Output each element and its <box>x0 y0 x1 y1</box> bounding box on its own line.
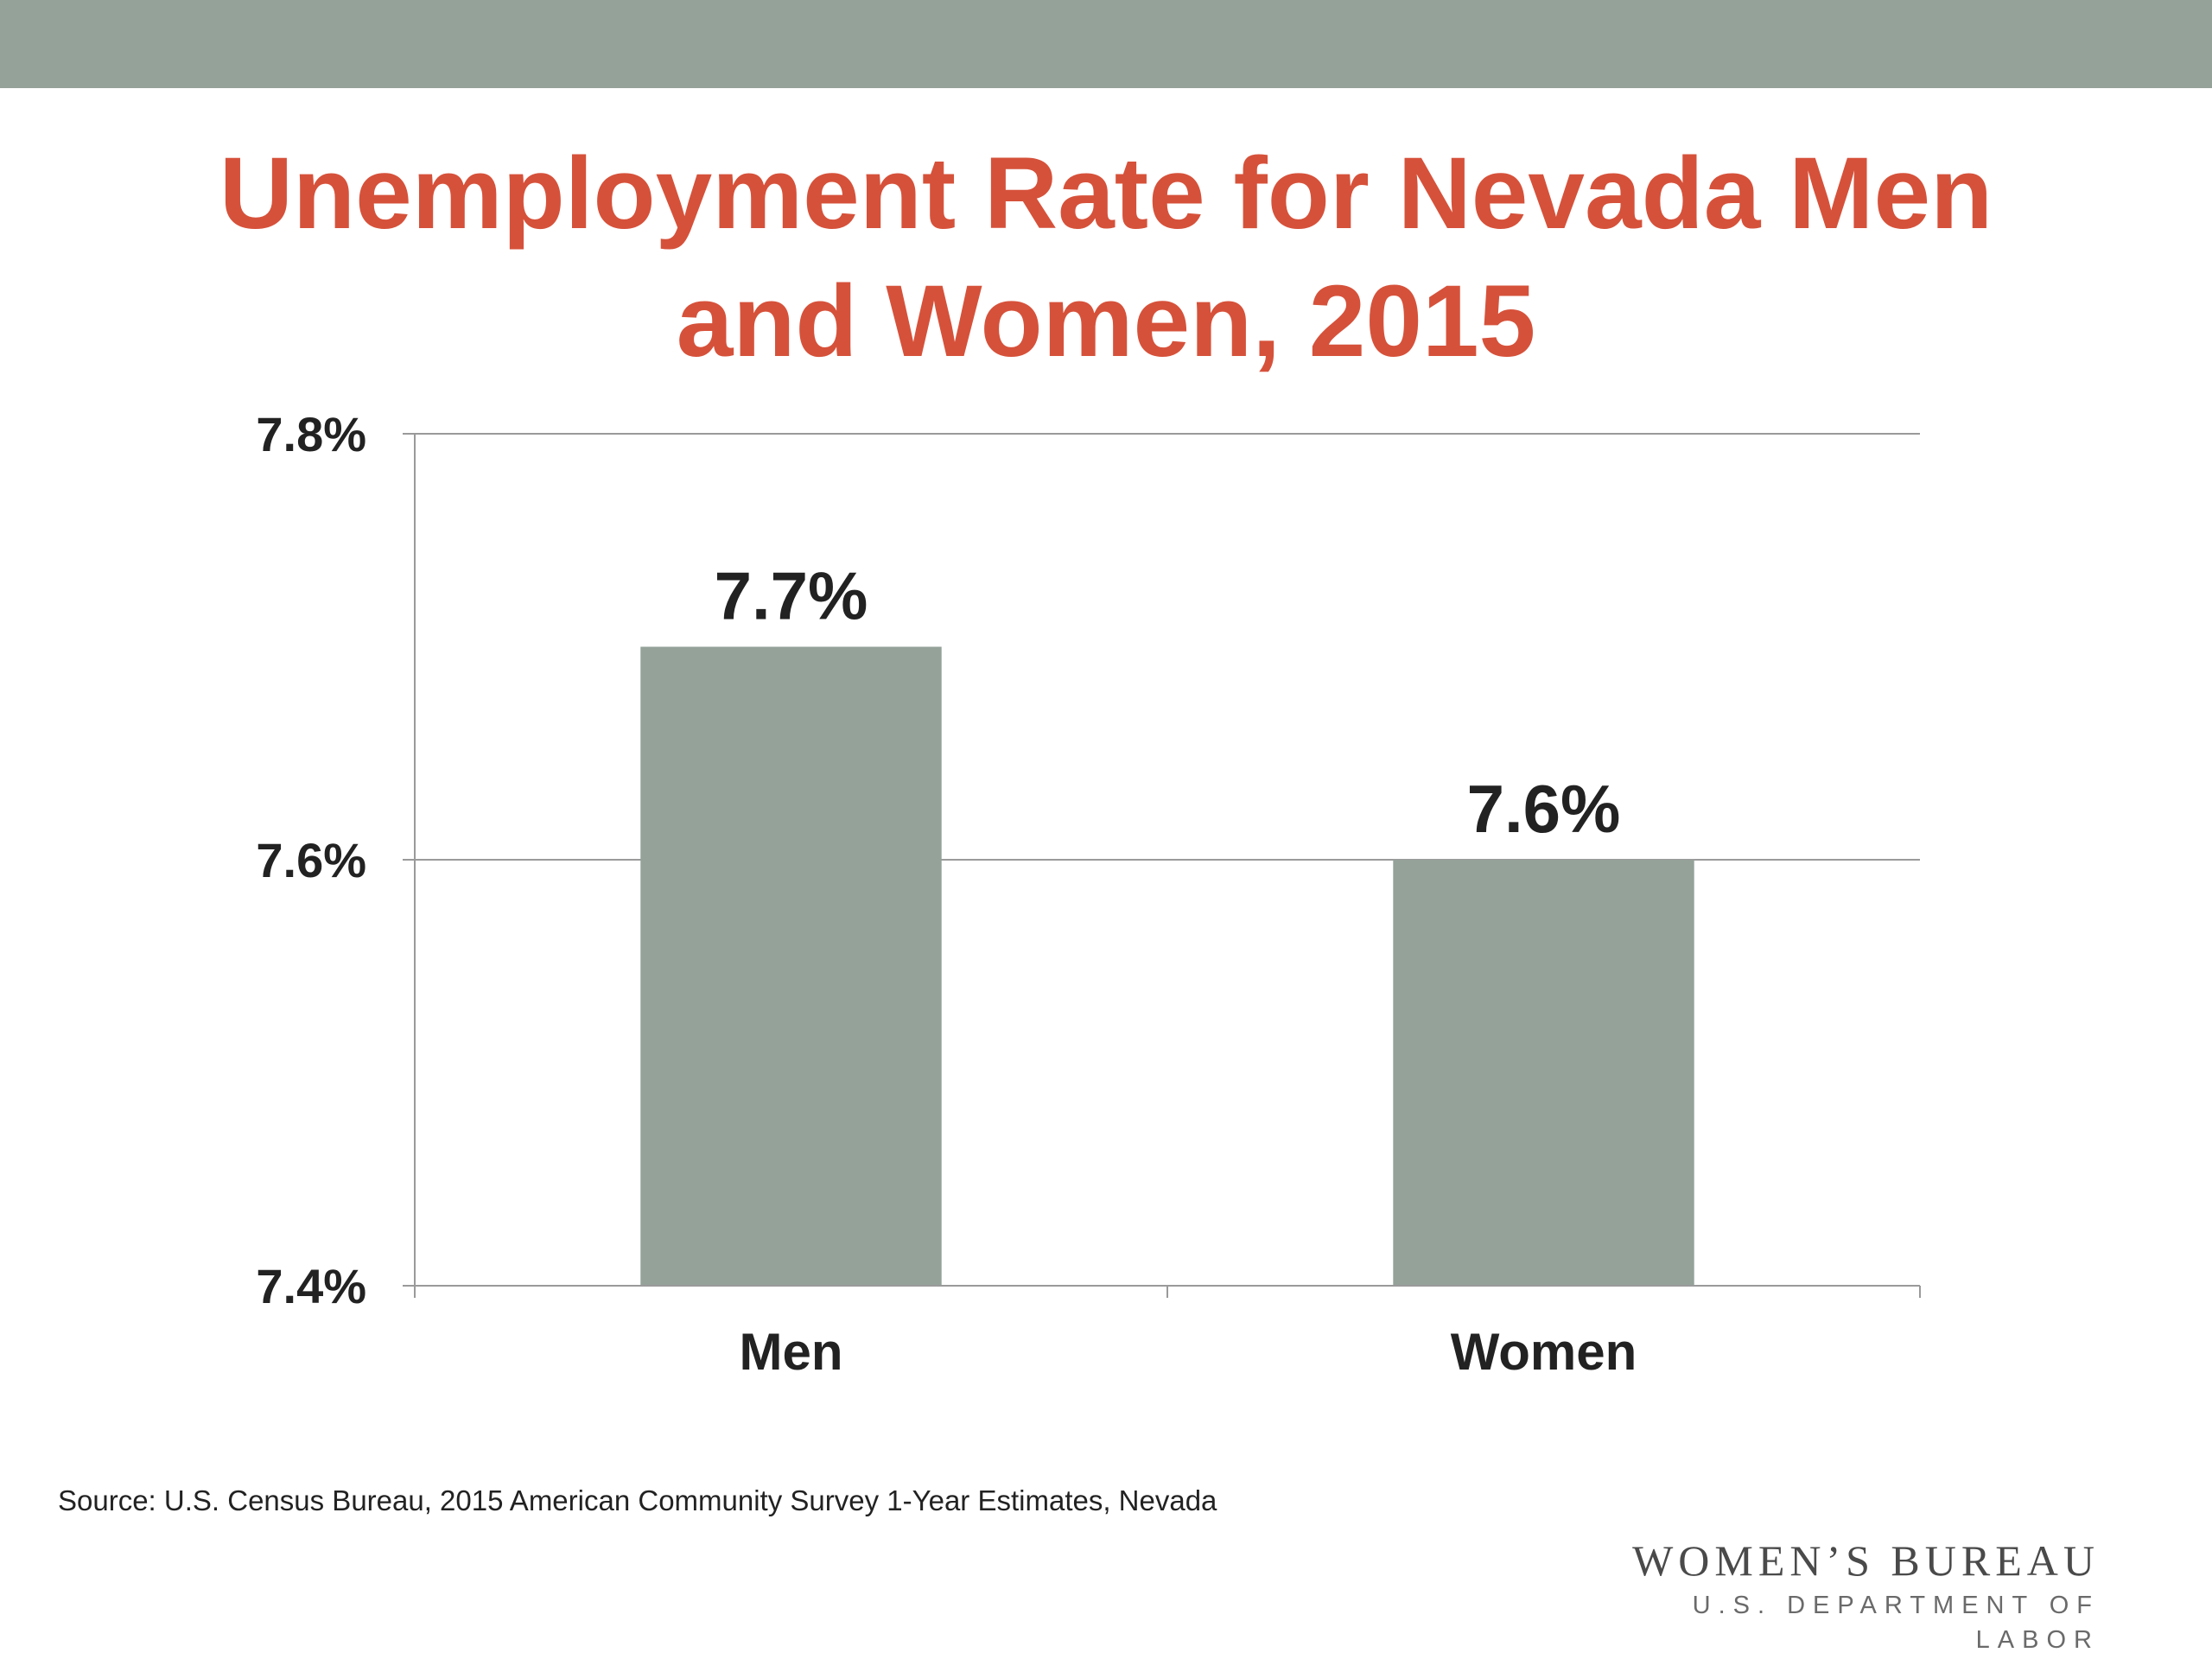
logo-main-text: WOMEN’S BUREAU <box>1632 1536 2100 1585</box>
data-label: 7.6% <box>1467 771 1621 847</box>
y-tick-label: 7.8% <box>256 407 366 461</box>
data-label: 7.7% <box>715 558 868 634</box>
title-line-2: and Women, 2015 <box>676 264 1536 378</box>
category-label: Men <box>740 1323 843 1381</box>
bar-men <box>640 646 942 1286</box>
bar-chart: 7.4% 7.6% 7.8% 7.7% Men 7.6% Women <box>256 407 1921 1381</box>
logo-sub-text: U.S. DEPARTMENT OF LABOR <box>1692 1592 2100 1654</box>
bar-women <box>1393 860 1694 1286</box>
y-tick-label: 7.4% <box>256 1259 366 1313</box>
source-note: Source: U.S. Census Bureau, 2015 America… <box>58 1484 1217 1516</box>
header-band <box>0 0 2212 88</box>
y-tick-label: 7.6% <box>256 833 366 887</box>
slide-title: Unemployment Rate for Nevada Men and Wom… <box>0 130 2212 385</box>
title-line-1: Unemployment Rate for Nevada Men <box>219 137 1993 251</box>
womens-bureau-logo: WOMEN’S BUREAU U.S. DEPARTMENT OF LABOR <box>1581 1536 2100 1657</box>
category-label: Women <box>1451 1323 1637 1381</box>
